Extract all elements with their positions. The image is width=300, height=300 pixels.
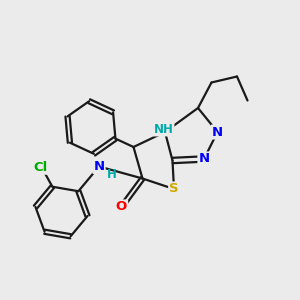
Text: Cl: Cl [33, 161, 47, 174]
Text: S: S [169, 182, 179, 196]
Text: NH: NH [154, 122, 173, 136]
Text: N: N [212, 125, 223, 139]
Text: N: N [93, 160, 105, 173]
Text: H: H [107, 168, 116, 182]
Text: N: N [198, 152, 210, 166]
Text: O: O [116, 200, 127, 214]
